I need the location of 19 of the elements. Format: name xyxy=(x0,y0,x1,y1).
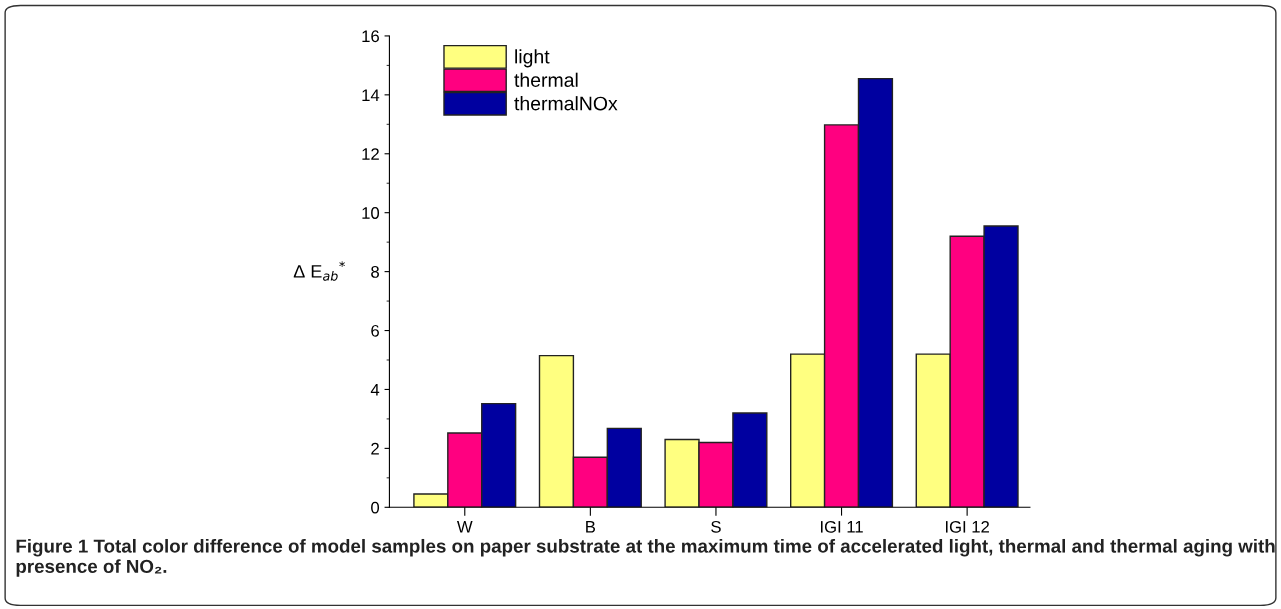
y-tick-label: 2 xyxy=(371,442,379,455)
y-tick-label: 10 xyxy=(362,207,380,219)
legend-label: thermalNOx xyxy=(514,96,618,111)
x-tick-label: IGI 11 xyxy=(821,520,863,533)
y-tick-label: 4 xyxy=(370,384,380,396)
y-tick-label: 12 xyxy=(362,148,379,160)
legend-label: thermal xyxy=(514,72,578,87)
x-tick-label: W xyxy=(456,521,473,533)
y-tick-label: 14 xyxy=(362,89,380,101)
y-tick-label: 6 xyxy=(371,324,379,337)
x-tick-label: S xyxy=(711,520,721,533)
caption: Figure 1 Total color difference of model samples on paper substrate at the maximum time of accelerated light, thermal and thermal aging with presence of NO₂. xyxy=(16,538,1275,577)
y-tick-label: 0 xyxy=(371,501,380,514)
y-tick-label: 8 xyxy=(371,266,379,278)
legend-label: light xyxy=(515,49,550,68)
x-tick-label: B xyxy=(586,521,596,533)
y-axis-title: Δ E$_{ab}$$^{*}$ xyxy=(293,261,345,281)
x-tick-label: IGI 12 xyxy=(945,520,989,533)
y-tick-label: 16 xyxy=(362,30,379,43)
